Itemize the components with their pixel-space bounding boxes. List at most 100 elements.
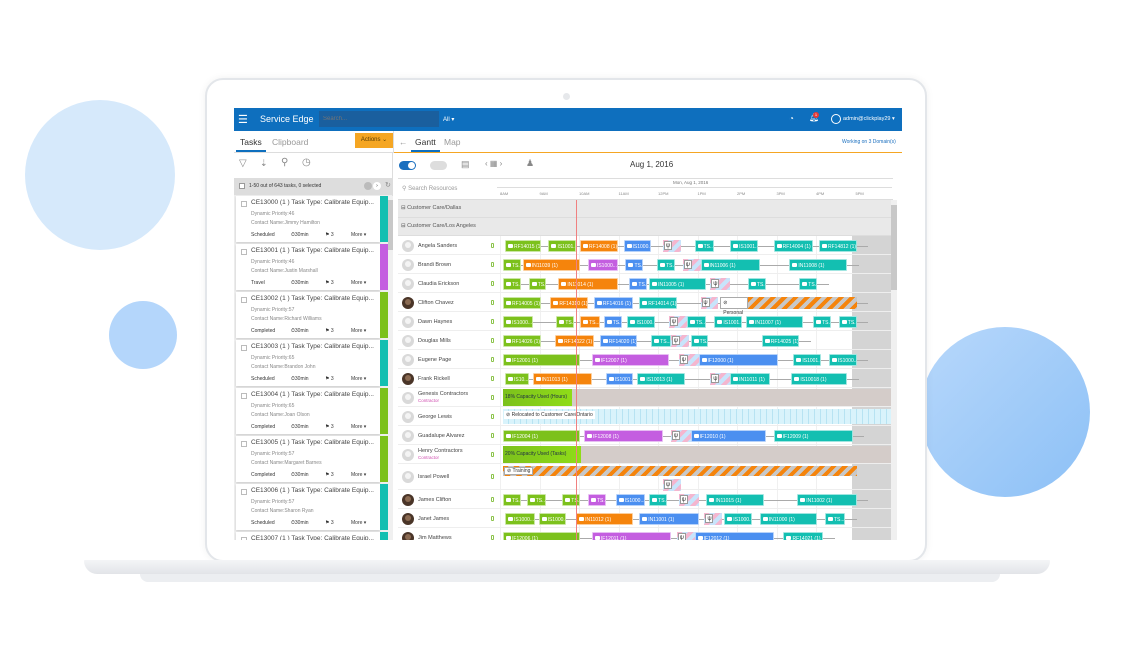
task-bar[interactable]: TS... [813, 315, 831, 328]
working-domains-link[interactable]: Working on 3 Domain(s) [842, 139, 896, 145]
task-bar[interactable]: RF14014 (1) [639, 296, 677, 309]
task-bar[interactable]: IN11002 (1) [797, 493, 857, 506]
task-bar[interactable]: IN11014 (1) [558, 277, 618, 290]
task-card[interactable]: CE13004 (1 ) Task Type: Calibrate Equip.… [236, 388, 388, 434]
task-bar[interactable]: RF14025 (1) [761, 334, 800, 347]
task-bar[interactable]: RF14812 (1) [819, 239, 857, 252]
task-bar[interactable]: IS10013 (1) [637, 372, 685, 385]
task-bar[interactable]: RF14015 (1) [505, 239, 541, 252]
task-bar[interactable]: IF12000 (1) [698, 353, 778, 366]
task-bar[interactable]: TS... [528, 277, 547, 290]
task-bar[interactable]: TS... [556, 315, 575, 328]
task-bar[interactable]: IS1000... [615, 493, 646, 506]
task-bar[interactable]: TS... [649, 493, 667, 506]
more-dropdown[interactable]: More ▾ [351, 520, 367, 526]
task-bar[interactable]: IS1000... [538, 512, 567, 525]
more-dropdown[interactable]: More ▾ [351, 328, 367, 334]
refresh-icon[interactable]: ↻ [385, 182, 391, 189]
task-bar[interactable]: IF12009 (1) [773, 429, 853, 442]
back-button[interactable]: ← [399, 137, 408, 147]
task-bar[interactable]: IN11015 (1) [706, 493, 764, 506]
resource-name[interactable]: Brandi Brown [418, 261, 452, 268]
task-card[interactable]: CE13002 (1 ) Task Type: Calibrate Equip.… [236, 292, 388, 338]
task-card[interactable]: CE13005 (1 ) Task Type: Calibrate Equip.… [236, 436, 388, 482]
resource-name[interactable]: James Clifton [418, 496, 452, 503]
break-block[interactable]: ψ [663, 239, 681, 252]
task-checkbox[interactable] [241, 249, 247, 255]
task-bar[interactable]: TS... [629, 277, 648, 290]
view-toggle[interactable] [399, 161, 416, 170]
more-dropdown[interactable]: More ▾ [351, 280, 367, 286]
dashboard-gauge-icon[interactable]: ◔ [789, 114, 794, 123]
task-bar[interactable]: IS1001... [548, 239, 577, 252]
task-card[interactable]: CE13006 (1 ) Task Type: Calibrate Equip.… [236, 484, 388, 530]
resource-name[interactable]: Frank Rickell [418, 375, 450, 382]
resource-name[interactable]: Henry Contractors [418, 447, 463, 454]
user-avatar-icon[interactable] [831, 114, 841, 124]
hamburger-menu-icon[interactable]: ☰ [238, 114, 248, 126]
task-bar[interactable]: IS1000... [627, 315, 656, 328]
task-bar[interactable]: IF12012 (1) [694, 531, 774, 540]
task-card[interactable]: CE13003 (1 ) Task Type: Calibrate Equip.… [236, 340, 388, 386]
task-bar[interactable]: RF14020 (1) [599, 334, 638, 347]
actions-button[interactable]: Actions ⌄ [355, 133, 393, 148]
task-bar[interactable]: IS1000... [623, 239, 652, 252]
task-bar[interactable]: IF12007 (1) [591, 353, 669, 366]
task-bar[interactable]: RF14016 (1) [593, 296, 634, 309]
task-bar[interactable]: IF12004 (1) [503, 429, 581, 442]
task-checkbox[interactable] [241, 441, 247, 447]
task-bar[interactable]: IS1001... [730, 239, 758, 252]
prev-page-button[interactable] [364, 182, 372, 190]
task-bar[interactable]: IN11012 (1) [576, 512, 634, 525]
task-checkbox[interactable] [241, 345, 247, 351]
task-bar[interactable]: IS1000... [724, 512, 752, 525]
task-bar[interactable]: IF12001 (1) [503, 353, 581, 366]
select-all-checkbox[interactable] [239, 183, 245, 189]
task-bar[interactable]: TS... [799, 277, 818, 290]
tab-tasks[interactable]: Tasks [236, 137, 266, 152]
non-availability-block[interactable] [747, 296, 857, 309]
resource-group[interactable]: ⊟ Customer Care/Los Angeles [398, 218, 891, 236]
break-block[interactable]: ψ [678, 353, 699, 366]
resource-name[interactable]: Genesis Contractors [418, 390, 469, 397]
task-bar[interactable]: RF14005 (1) [503, 296, 541, 309]
task-bar[interactable]: TS... [503, 493, 521, 506]
tab-map[interactable]: Map [444, 137, 461, 147]
break-block[interactable]: ψ [704, 512, 723, 525]
task-bar[interactable]: TS... [747, 277, 766, 290]
break-block[interactable]: ψ [682, 258, 701, 271]
tab-clipboard[interactable]: Clipboard [272, 137, 309, 147]
person-icon[interactable]: ♟ [526, 158, 535, 168]
clock-icon[interactable]: ◷ [302, 157, 311, 168]
task-card[interactable]: CE13000 (1 ) Task Type: Calibrate Equip.… [236, 196, 388, 242]
task-bar[interactable]: TS... [657, 258, 675, 271]
task-bar[interactable]: TS... [694, 239, 715, 252]
task-bar[interactable]: IN11000 (1) [759, 512, 818, 525]
task-bar[interactable]: TS... [838, 315, 857, 328]
resource-name[interactable]: Janet James [418, 515, 450, 522]
resource-name[interactable]: Eugene Page [418, 356, 452, 363]
break-block[interactable]: ψ [678, 493, 699, 506]
task-bar[interactable]: TS... [625, 258, 644, 271]
resource-name[interactable]: Guadalupe Alvarez [418, 432, 465, 439]
break-block[interactable]: ψ [710, 372, 731, 385]
search-scope-dropdown[interactable]: All ▾ [443, 117, 455, 123]
task-bar[interactable]: TS... [503, 258, 521, 271]
user-menu[interactable]: admin@clickplay29 ▾ [843, 116, 895, 122]
more-dropdown[interactable]: More ▾ [351, 472, 367, 478]
task-bar[interactable]: TS... [824, 512, 845, 525]
task-bar[interactable]: IN11008 (1) [789, 258, 847, 271]
more-dropdown[interactable]: More ▾ [351, 232, 367, 238]
resource-name[interactable]: Douglas Mills [418, 337, 451, 344]
task-bar[interactable]: IN11006 (1) [700, 258, 760, 271]
task-bar[interactable]: TS... [690, 334, 709, 347]
task-bar[interactable]: RF14021 (1) [783, 531, 823, 540]
filter-icon[interactable]: ▽ [239, 158, 247, 169]
task-bar[interactable]: RF14026 (1) [503, 334, 541, 347]
task-bar[interactable]: TS... [686, 315, 707, 328]
task-bar[interactable]: TS... [651, 334, 671, 347]
sort-icon[interactable]: ⇣ [260, 158, 268, 168]
task-bar[interactable]: RF14022 (1) [555, 334, 594, 347]
break-block[interactable]: ψ [670, 334, 689, 347]
task-bar[interactable]: IF12010 (1) [690, 429, 766, 442]
